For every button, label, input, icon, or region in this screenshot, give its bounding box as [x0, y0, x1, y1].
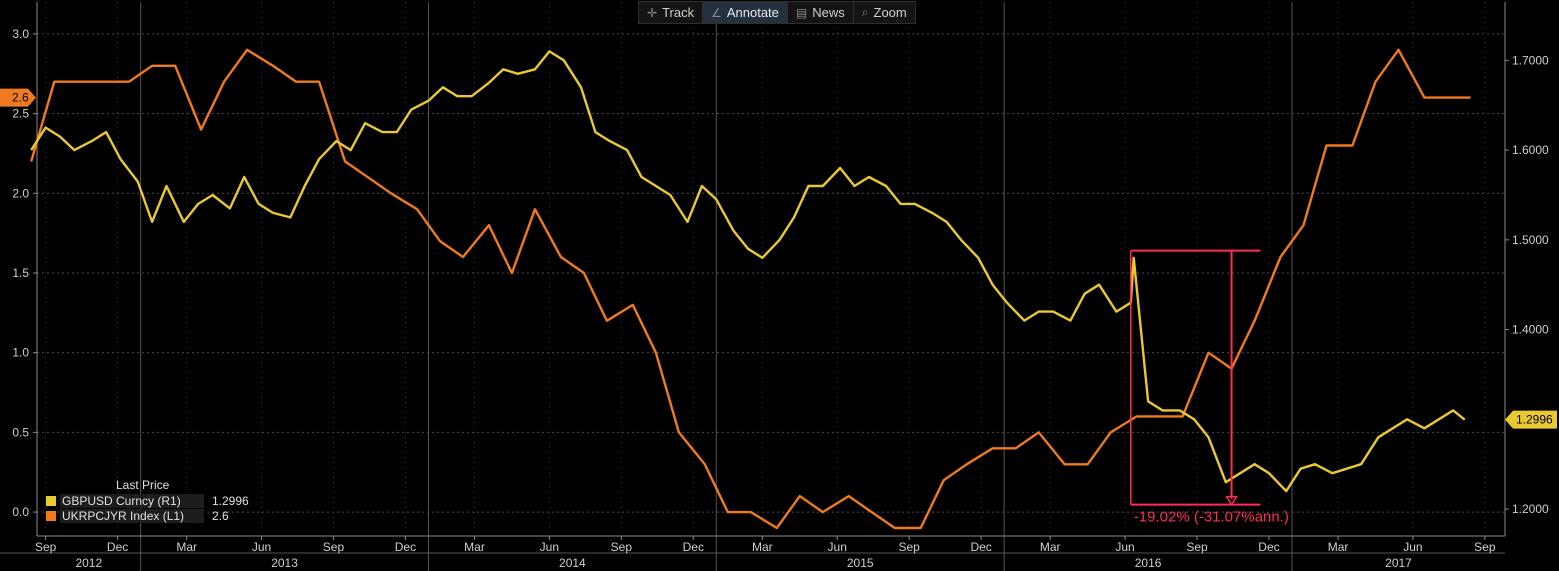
month-tick-label: Sep — [1474, 540, 1496, 554]
gridlines — [37, 2, 1505, 536]
year-label: 2013 — [271, 556, 298, 570]
legend-value-ukrpcjyr: 2.6 — [212, 508, 229, 523]
month-tick-label: Sep — [611, 540, 633, 554]
chart-legend: Last Price GBPUSD Curncy (R1) 1.2996 UKR… — [46, 478, 249, 523]
left-last-value-badge — [0, 88, 36, 107]
annotation-arrowhead — [1225, 495, 1238, 507]
month-tick-label: Sep — [898, 540, 920, 554]
month-tick-label: Dec — [107, 540, 128, 554]
right-last-value-badge — [1505, 410, 1557, 429]
month-tick-label: Jun — [1403, 540, 1422, 554]
left-tick-label: 0.5 — [12, 425, 29, 439]
annotate-label: Annotate — [726, 5, 779, 20]
month-tick-label: Dec — [1258, 540, 1279, 554]
chart-toolbar: ✛ Track ∠ Annotate ▤ News ⌕ Zoom — [638, 1, 916, 24]
annotation-layer[interactable]: -19.02% (-31.07%ann.) — [1130, 249, 1289, 526]
month-tick-label: Jun — [540, 540, 559, 554]
left-tick-label: 2.0 — [12, 186, 29, 200]
right-tick-label: 1.7000 — [1512, 53, 1549, 67]
month-tick-label: Sep — [323, 540, 345, 554]
news-button[interactable]: ▤ News — [788, 2, 854, 23]
news-label: News — [812, 5, 845, 20]
legend-value-gbpusd: 1.2996 — [212, 493, 249, 508]
left-tick-label: 0.0 — [12, 505, 29, 519]
year-label: 2015 — [847, 556, 874, 570]
annotate-button[interactable]: ∠ Annotate — [703, 2, 788, 23]
legend-name-gbpusd: GBPUSD Curncy (R1) — [60, 493, 204, 508]
legend-name-ukrpcjyr: UKRPCJYR Index (L1) — [60, 508, 204, 523]
left-axis: 0.0 0.5 1.0 1.5 2.0 2.5 3.0 — [12, 27, 37, 519]
axes-frame — [0, 2, 1506, 554]
year-label: 2017 — [1385, 556, 1412, 570]
month-tick-label: Jun — [828, 540, 847, 554]
month-tick-label: Jun — [1115, 540, 1134, 554]
month-tick-label: Dec — [395, 540, 416, 554]
legend-entry-gbpusd[interactable]: GBPUSD Curncy (R1) 1.2996 — [46, 493, 249, 508]
legend-entry-ukrpcjyr[interactable]: UKRPCJYR Index (L1) 2.6 — [46, 508, 249, 523]
x-axis: Sep Dec Mar Jun Sep Dec Mar Jun Sep Dec Mar Jun Sep D… — [35, 536, 1496, 570]
news-icon: ▤ — [795, 5, 808, 20]
zoom-button[interactable]: ⌕ Zoom — [854, 2, 915, 23]
zoom-label: Zoom — [873, 5, 907, 20]
last-value-badges: 2.6 1.2996 — [0, 88, 1557, 429]
left-last-value-label: 2.6 — [12, 91, 29, 105]
crosshair-icon: ✛ — [647, 5, 658, 20]
year-label: 2014 — [559, 556, 586, 570]
month-tick-label: Sep — [35, 540, 57, 554]
right-tick-label: 1.4000 — [1512, 323, 1549, 337]
month-tick-label: Mar — [1328, 540, 1349, 554]
legend-swatch-gbpusd — [46, 495, 56, 506]
month-tick-label: Mar — [176, 540, 197, 554]
right-tick-label: 1.2000 — [1512, 502, 1549, 516]
month-tick-label: Dec — [683, 540, 704, 554]
magnifier-icon: ⌕ — [861, 5, 869, 19]
pencil-icon: ∠ — [711, 5, 722, 20]
legend-swatch-ukrpcjyr — [46, 510, 56, 521]
left-tick-label: 3.0 — [12, 27, 29, 41]
right-tick-label: 1.5000 — [1512, 233, 1549, 247]
left-tick-label: 1.5 — [12, 266, 29, 280]
annotation-label: -19.02% (-31.07%ann.) — [1134, 509, 1289, 526]
month-tick-label: Mar — [464, 540, 485, 554]
right-last-value-label: 1.2996 — [1516, 413, 1553, 427]
month-tick-label: Mar — [752, 540, 773, 554]
track-button[interactable]: ✛ Track — [639, 2, 704, 23]
right-tick-label: 1.6000 — [1512, 143, 1549, 157]
year-label: 2012 — [75, 556, 102, 570]
left-tick-label: 1.0 — [12, 346, 29, 360]
month-tick-label: Dec — [970, 540, 991, 554]
series-line-gbpusd — [30, 50, 1466, 493]
month-tick-label: Mar — [1040, 540, 1061, 554]
track-label: Track — [662, 5, 695, 20]
month-tick-label: Sep — [1186, 540, 1208, 554]
left-tick-label: 2.5 — [12, 107, 29, 121]
series-layer — [30, 48, 1471, 530]
series-line-ukrpcjyr — [30, 48, 1471, 530]
legend-header: Last Price — [116, 478, 170, 492]
month-tick-label: Jun — [252, 540, 271, 554]
year-boundaries — [140, 2, 1293, 571]
year-label: 2016 — [1135, 556, 1162, 570]
